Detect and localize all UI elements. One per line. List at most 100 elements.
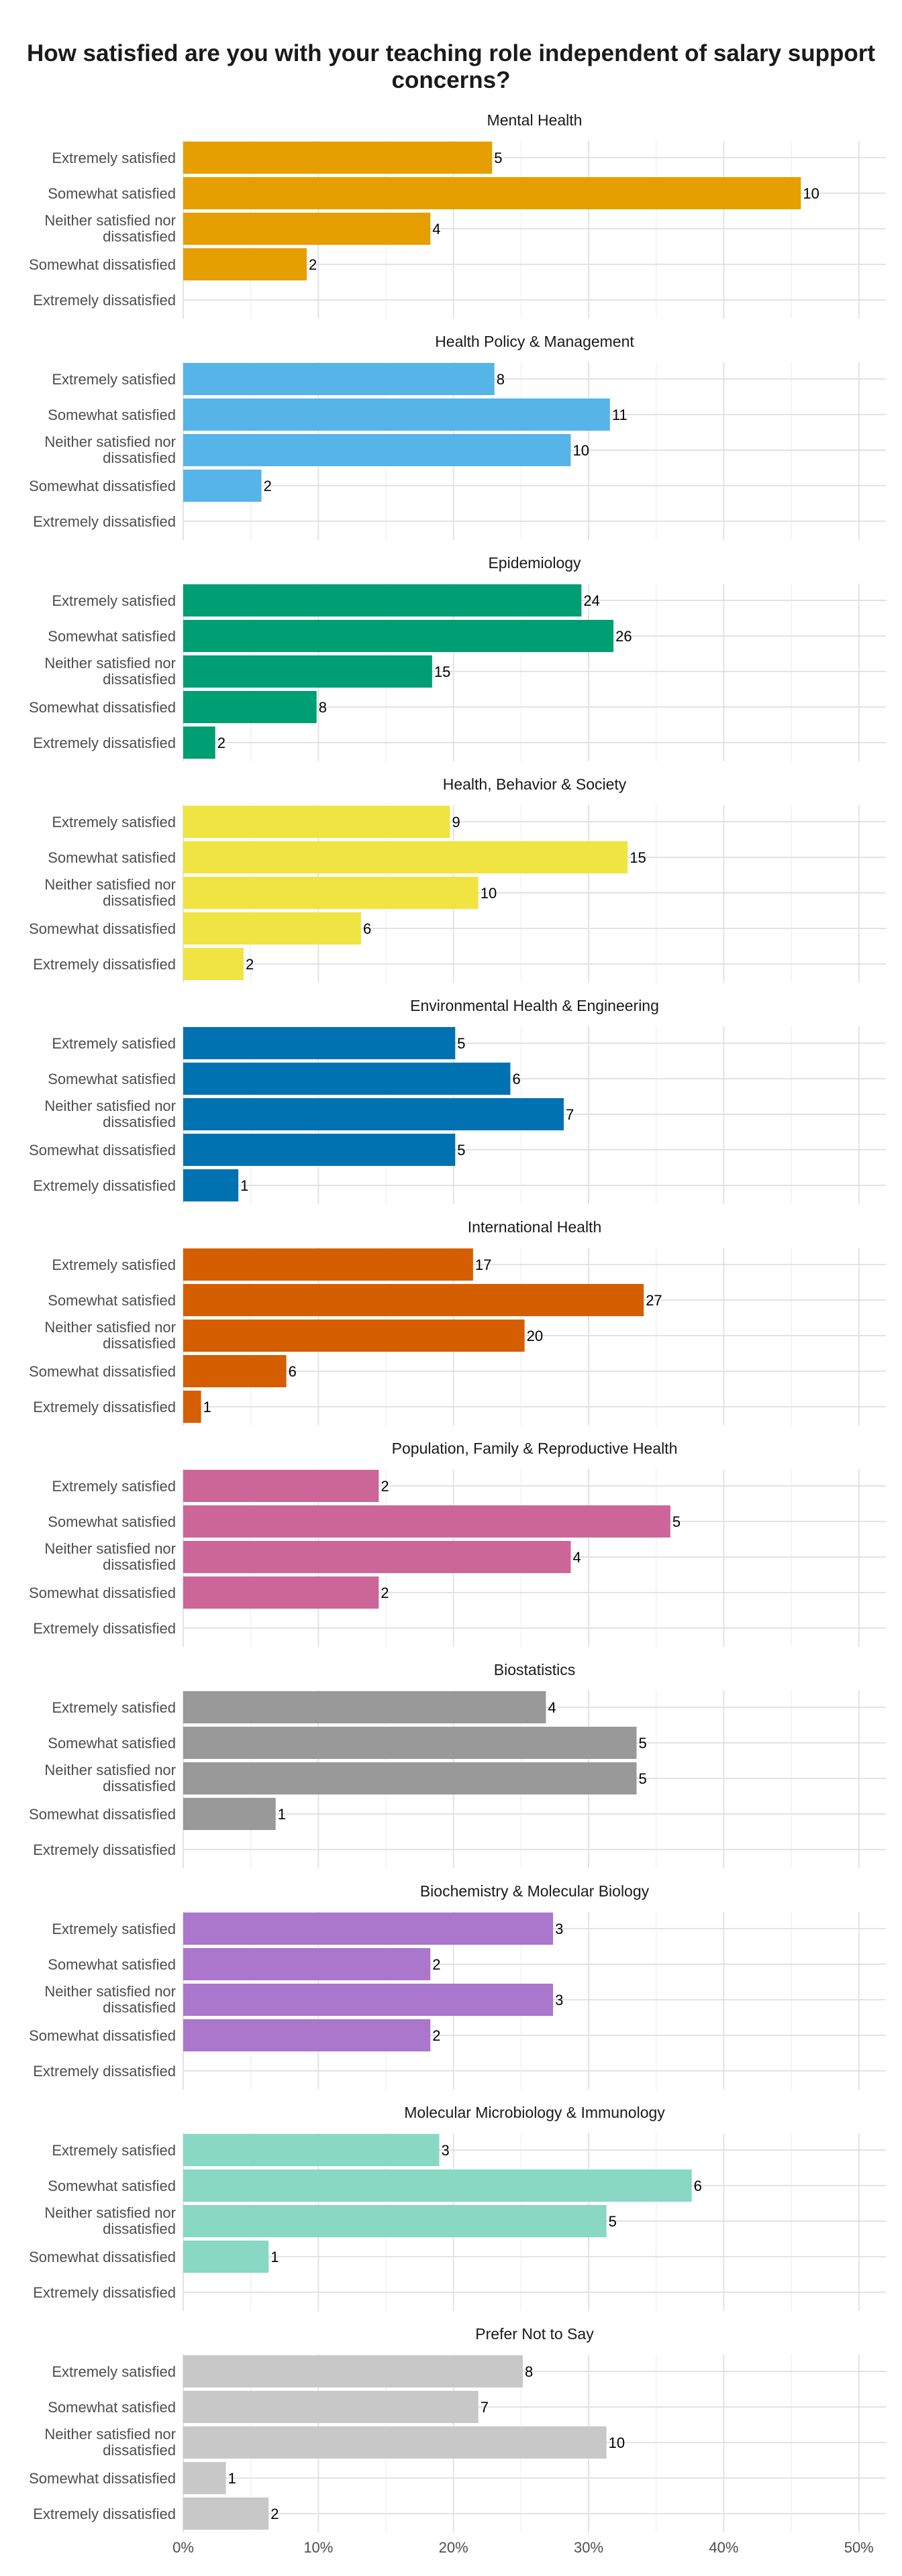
- data-label: 2: [309, 256, 317, 273]
- category-label: Extremely satisfied: [52, 2142, 176, 2159]
- data-label: 20: [527, 1328, 543, 1344]
- category-label: Neither satisfied nor dissatisfied: [44, 1983, 176, 2016]
- category-label: Neither satisfied nor dissatisfied: [44, 2426, 176, 2459]
- bar: [183, 1948, 431, 1980]
- category-label-line: Neither satisfied nor: [44, 433, 176, 450]
- category-label: Somewhat satisfied: [48, 628, 176, 645]
- category-label-line: dissatisfied: [103, 449, 176, 466]
- category-label: Somewhat satisfied: [48, 1292, 176, 1309]
- bar: [183, 1320, 525, 1352]
- bar: [183, 2241, 269, 2273]
- category-label: Extremely dissatisfied: [33, 1620, 176, 1637]
- data-label: 3: [555, 1921, 563, 1937]
- bar: [183, 655, 432, 688]
- x-tick-label: 0%: [172, 2539, 194, 2556]
- panel-title: Molecular Microbiology & Immunology: [404, 2104, 665, 2121]
- bar: [183, 584, 582, 616]
- data-label: 7: [481, 2399, 489, 2416]
- data-label: 2: [381, 1478, 389, 1495]
- bar: [183, 1134, 456, 1166]
- bar: [183, 142, 493, 174]
- category-label-line: Neither satisfied nor: [44, 876, 176, 893]
- panel: Prefer Not to Say Extremely satisfied 8 Som…: [29, 2325, 886, 2532]
- category-label: Somewhat satisfied: [48, 1735, 176, 1752]
- chart-title: How satisfied are you with your teaching…: [26, 40, 876, 93]
- category-label: Neither satisfied nor dissatisfied: [44, 1762, 176, 1794]
- panel-title: International Health: [468, 1218, 601, 1236]
- panel-title: Population, Family & Reproductive Health: [392, 1440, 678, 1457]
- bar: [183, 1027, 456, 1059]
- category-label: Extremely dissatisfied: [33, 1841, 176, 1858]
- category-label-line: dissatisfied: [103, 228, 176, 245]
- category-label-line: Neither satisfied nor: [44, 2204, 176, 2221]
- category-label-line: dissatisfied: [103, 2442, 176, 2459]
- data-label: 2: [381, 1585, 389, 1601]
- data-label: 10: [609, 2434, 625, 2451]
- category-label: Somewhat satisfied: [48, 849, 176, 866]
- category-label: Somewhat dissatisfied: [29, 1806, 176, 1823]
- category-label: Somewhat satisfied: [48, 185, 176, 202]
- panel-title: Environmental Health & Engineering: [410, 997, 659, 1014]
- bar: [183, 2134, 440, 2166]
- category-label-line: Neither satisfied nor: [44, 212, 176, 229]
- data-label: 2: [264, 478, 272, 494]
- category-label-line: dissatisfied: [103, 892, 176, 909]
- data-label: 10: [803, 185, 819, 202]
- data-label: 4: [572, 1549, 581, 1566]
- bar: [183, 1284, 644, 1316]
- panel-title: Biochemistry & Molecular Biology: [420, 1882, 650, 1900]
- bar: [183, 1391, 201, 1423]
- category-label-line: Neither satisfied nor: [44, 1983, 176, 2000]
- bar: [183, 2355, 523, 2387]
- panel: Mental Health Extremely satisfied 5 Somewha…: [29, 111, 886, 319]
- x-tick-label: 40%: [709, 2539, 738, 2556]
- bar: [183, 1063, 511, 1095]
- bar: [183, 1470, 379, 1502]
- category-label: Extremely satisfied: [52, 371, 176, 388]
- category-label: Extremely satisfied: [52, 814, 176, 830]
- panel: International Health Extremely satisfied 1…: [29, 1218, 886, 1426]
- bar: [183, 2391, 479, 2423]
- data-label: 5: [672, 1513, 681, 1530]
- category-label: Neither satisfied nor dissatisfied: [44, 876, 176, 909]
- category-label: Somewhat dissatisfied: [29, 2027, 176, 2044]
- bar: [183, 2169, 692, 2202]
- bar: [183, 213, 431, 245]
- bar: [183, 948, 244, 980]
- data-label: 24: [583, 592, 599, 609]
- category-label: Somewhat dissatisfied: [29, 1142, 176, 1159]
- data-label: 9: [452, 814, 460, 830]
- data-label: 2: [246, 956, 254, 973]
- bar: [183, 1798, 276, 1830]
- category-label-line: dissatisfied: [103, 1556, 176, 1573]
- bar: [183, 1762, 637, 1794]
- category-label: Extremely dissatisfied: [33, 1177, 176, 1194]
- category-label: Neither satisfied nor dissatisfied: [44, 1540, 176, 1573]
- panel: Environmental Health & Engineering Extrem…: [29, 997, 886, 1204]
- bar: [183, 470, 262, 502]
- category-label-line: dissatisfied: [103, 671, 176, 688]
- data-label: 15: [630, 849, 646, 866]
- panel-title: Health Policy & Management: [435, 333, 634, 350]
- category-label: Neither satisfied nor dissatisfied: [44, 212, 176, 245]
- category-label: Extremely satisfied: [52, 1035, 176, 1052]
- x-tick-label: 10%: [303, 2539, 333, 2556]
- bar: [183, 1169, 239, 1201]
- category-label: Neither satisfied nor dissatisfied: [44, 655, 176, 688]
- category-label-line: dissatisfied: [103, 1999, 176, 2016]
- category-label: Neither satisfied nor dissatisfied: [44, 1319, 176, 1352]
- panel-title: Biostatistics: [494, 1661, 575, 1678]
- category-label: Extremely dissatisfied: [33, 2063, 176, 2080]
- category-label: Extremely satisfied: [52, 1478, 176, 1495]
- bar: [183, 727, 215, 759]
- data-label: 2: [432, 2027, 440, 2044]
- category-label-line: Neither satisfied nor: [44, 655, 176, 672]
- category-label: Neither satisfied nor dissatisfied: [44, 433, 176, 466]
- data-label: 26: [615, 628, 632, 645]
- category-label: Extremely satisfied: [52, 150, 176, 166]
- data-label: 3: [442, 2142, 450, 2159]
- data-label: 1: [203, 1399, 211, 1415]
- data-label: 8: [497, 371, 505, 388]
- category-label-line: Neither satisfied nor: [44, 1540, 176, 1557]
- data-label: 17: [475, 1256, 491, 1273]
